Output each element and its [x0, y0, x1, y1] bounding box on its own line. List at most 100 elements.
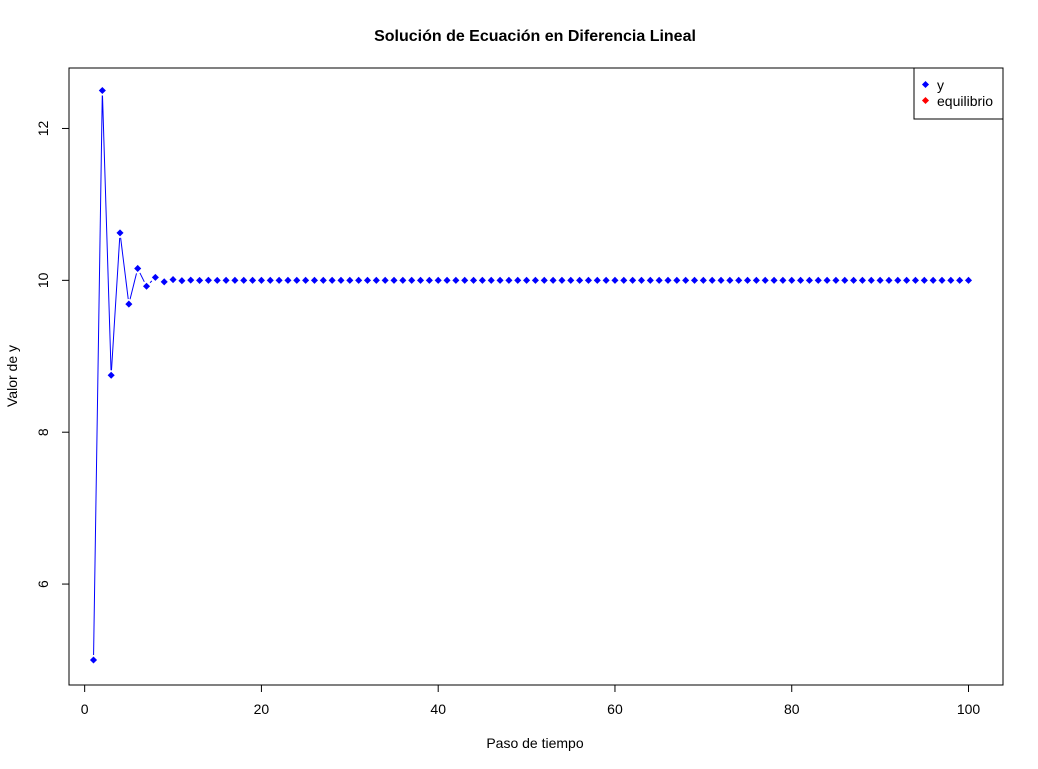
data-point	[717, 276, 725, 284]
data-point	[275, 276, 283, 284]
data-point	[540, 276, 548, 284]
data-point	[452, 276, 460, 284]
data-point	[461, 276, 469, 284]
y-axis-label: Valor de y	[4, 345, 20, 407]
data-point	[911, 276, 920, 284]
y-tick-label: 12	[35, 120, 51, 136]
data-point	[240, 276, 248, 284]
data-point	[964, 276, 973, 284]
data-point	[142, 282, 151, 290]
series-segment	[93, 95, 103, 656]
data-point	[355, 276, 363, 284]
data-point	[549, 276, 557, 284]
data-point	[788, 276, 796, 284]
y-tick-label: 6	[35, 580, 51, 588]
data-point	[107, 371, 115, 379]
data-point	[823, 276, 831, 284]
data-point	[770, 276, 778, 284]
legend-marker-y	[921, 80, 930, 89]
series-segment	[110, 237, 121, 371]
data-point	[222, 276, 230, 284]
data-point	[576, 276, 584, 284]
legend-label-equilibrio: equilibrio	[937, 93, 993, 109]
data-point	[266, 276, 274, 284]
data-point	[505, 276, 513, 284]
data-point	[151, 273, 159, 281]
data-point	[850, 276, 858, 284]
data-point	[929, 276, 937, 284]
data-point	[408, 276, 416, 284]
data-point	[284, 276, 292, 284]
data-point	[363, 276, 372, 284]
data-point	[443, 276, 451, 284]
data-point	[673, 276, 681, 284]
data-point	[231, 276, 239, 284]
data-point	[744, 276, 752, 284]
data-point	[487, 276, 495, 284]
legend-marker-equilibrio	[921, 96, 930, 105]
data-point	[832, 276, 840, 284]
x-tick-label: 40	[430, 701, 446, 717]
data-point	[655, 276, 663, 284]
data-point	[531, 276, 539, 284]
data-point	[903, 276, 911, 284]
data-point	[249, 276, 257, 284]
data-point	[523, 276, 531, 284]
data-point	[160, 278, 168, 286]
data-point	[637, 276, 646, 284]
data-point	[293, 276, 301, 284]
data-point	[204, 276, 212, 284]
data-point	[708, 276, 716, 284]
data-point	[690, 276, 699, 284]
data-point	[381, 276, 389, 284]
data-point	[213, 276, 221, 284]
data-point	[496, 276, 504, 284]
legend-box	[913, 67, 1004, 120]
plot-frame	[68, 67, 1004, 686]
data-point	[337, 276, 345, 284]
data-point	[593, 276, 601, 284]
data-point	[797, 276, 805, 284]
data-point	[89, 656, 98, 664]
x-tick-label: 0	[81, 701, 89, 717]
chart-title: Solución de Ecuación en Diferencia Linea…	[374, 28, 696, 45]
x-axis-label: Paso de tiempo	[486, 735, 583, 751]
data-point	[938, 276, 946, 284]
series-segment	[120, 237, 129, 300]
data-point	[602, 276, 610, 284]
data-point	[169, 276, 177, 284]
x-tick-label: 100	[957, 701, 981, 717]
data-point	[858, 276, 866, 284]
y-tick-label: 10	[35, 272, 51, 288]
data-point	[682, 276, 690, 284]
data-point	[478, 276, 486, 284]
data-point	[761, 276, 769, 284]
x-tick-label: 20	[254, 701, 270, 717]
data-point	[134, 264, 142, 273]
data-point	[470, 276, 478, 284]
data-point	[196, 276, 204, 284]
data-point	[735, 276, 743, 284]
data-point	[346, 276, 354, 284]
data-point	[920, 276, 928, 284]
data-point	[894, 276, 902, 284]
data-point	[841, 276, 849, 284]
series-segment	[129, 273, 137, 300]
data-point	[584, 276, 592, 284]
x-tick-label: 80	[784, 701, 800, 717]
data-point	[620, 276, 628, 284]
data-point	[956, 276, 964, 284]
x-axis: 0 20 40 60 80 100	[81, 684, 981, 717]
data-point	[416, 276, 425, 284]
data-point	[372, 276, 380, 284]
data-point	[885, 276, 893, 284]
data-point	[390, 276, 398, 284]
data-point	[779, 276, 787, 284]
x-tick-label: 60	[607, 701, 623, 717]
data-point	[310, 276, 318, 284]
data-point	[558, 276, 566, 284]
data-point	[752, 276, 760, 284]
data-point	[125, 300, 133, 308]
data-point	[399, 276, 407, 284]
series-segment	[101, 95, 112, 371]
